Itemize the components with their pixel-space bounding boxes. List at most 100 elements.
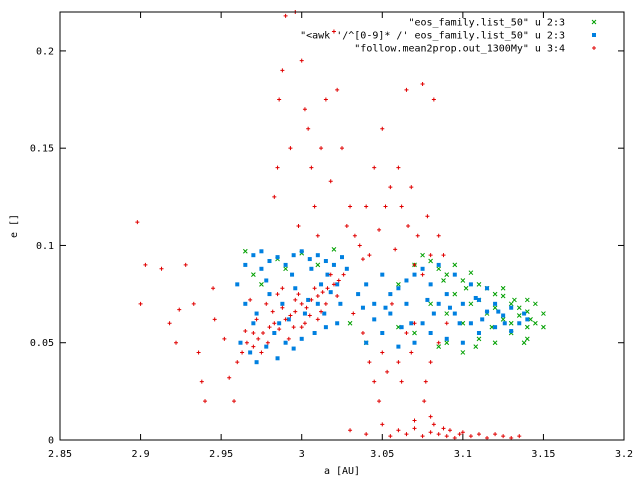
data-point [396,165,401,170]
data-point [259,282,264,287]
data-point [457,321,462,326]
data-point [296,292,301,297]
data-point [444,321,449,326]
data-point [516,313,522,318]
x-tick-label: 3.1 [454,449,472,460]
data-point [299,301,304,306]
data-point [335,321,340,326]
data-point [460,301,465,306]
data-point [203,399,208,404]
data-point [299,249,304,254]
data-point [302,321,307,326]
data-point [509,436,514,441]
data-point [272,331,277,335]
y-tick-label: 0.2 [36,46,54,57]
data-point [306,126,311,131]
data-point [265,340,270,345]
data-point [243,262,248,267]
data-point [431,311,436,316]
data-point [299,58,304,63]
data-point [500,293,506,299]
data-point [309,297,314,302]
data-point [280,68,285,73]
data-point [280,301,285,306]
data-point [380,126,385,131]
data-point [364,204,369,209]
data-point [380,350,385,355]
data-point [242,248,248,254]
data-point [283,317,288,322]
data-point [524,297,530,303]
data-point [357,243,362,248]
data-point [360,305,365,310]
data-point [412,418,417,423]
data-point [372,379,377,384]
data-point [248,350,253,355]
data-point [431,97,436,102]
data-point [436,432,441,437]
data-point [428,414,433,419]
data-point [293,309,298,314]
data-point [323,259,328,264]
data-point [328,290,333,295]
data-point [248,297,253,302]
data-point [517,434,522,439]
data-point [406,224,411,228]
data-point [325,272,330,277]
data-point [404,278,409,283]
y-axis: 0 0.05 0.1 0.15 0.2 [30,46,624,447]
data-point [325,286,330,291]
data-point [319,146,324,151]
data-point [244,340,249,345]
data-point [159,266,164,271]
data-point [288,146,293,151]
data-point [508,320,514,326]
data-point [493,325,498,330]
data-point [312,286,317,291]
data-point [485,286,490,291]
data-point [404,301,409,306]
data-point [372,165,377,170]
data-point [307,257,312,262]
data-point [315,233,320,238]
legend-label: "follow.mean2prop.out_1300My" u 3:4 [354,44,565,55]
data-point [320,290,325,295]
data-point [331,262,336,267]
data-point [240,350,245,355]
data-point [436,301,441,306]
data-point [272,194,277,199]
data-point [396,282,401,287]
data-point [441,278,446,283]
data-point [235,282,240,287]
data-point [286,317,291,322]
data-point [259,249,264,254]
data-point [199,379,204,384]
data-point [436,344,442,349]
data-point [196,350,201,355]
data-point [177,307,182,312]
data-point [277,327,282,332]
data-point [315,294,320,299]
data-point [291,346,296,351]
data-point [463,285,469,291]
data-point [428,253,433,258]
data-point [444,336,449,341]
data-point [315,317,320,322]
x-tick-label: 3.2 [615,449,633,460]
data-point [227,375,232,380]
data-point [291,253,296,258]
data-point [143,262,148,267]
data-point [331,246,337,252]
data-point [283,13,288,18]
data-point [288,313,293,318]
data-point [340,146,344,151]
data-point [500,317,506,322]
data-point [521,340,527,346]
data-point [319,282,324,287]
data-point [302,311,307,316]
data-point [367,360,372,365]
data-point [280,305,285,310]
data-point [509,305,514,310]
data-point [444,434,449,439]
data-point [476,336,482,342]
